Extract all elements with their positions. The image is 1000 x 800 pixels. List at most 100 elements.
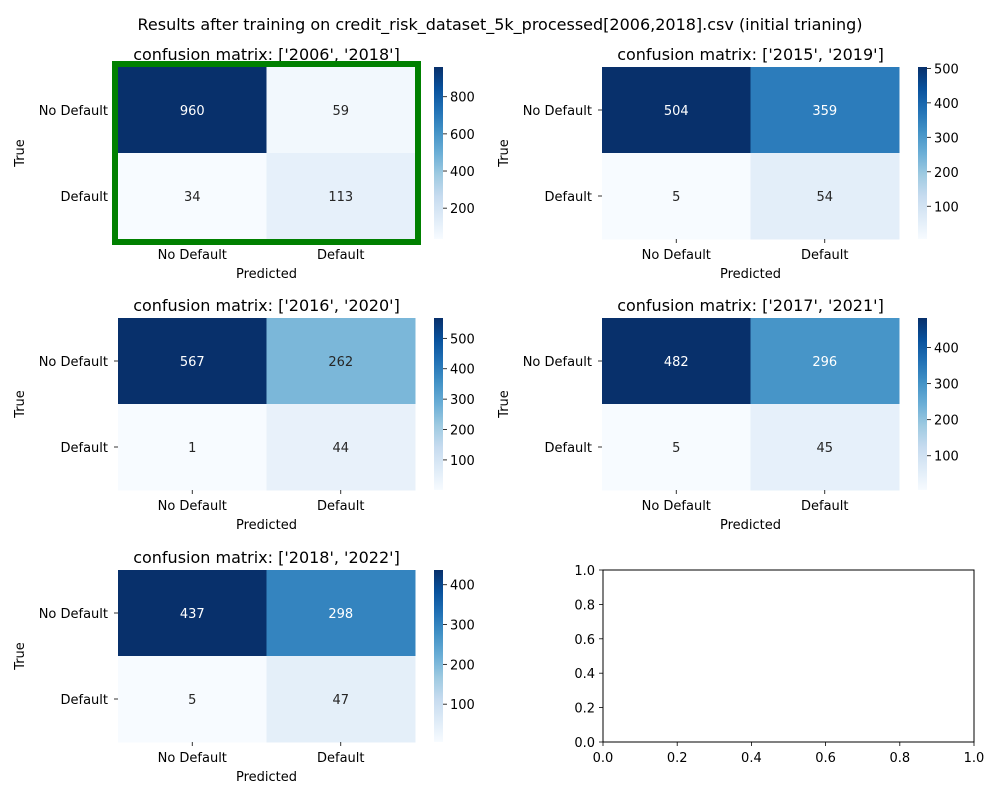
colorbar-tick-label: 300 — [450, 619, 475, 634]
panels: confusion matrix: ['2006', '2018'] 960 59 3… — [13, 45, 984, 785]
x-tick-label: Default — [317, 499, 365, 514]
heatmap-cell — [266, 570, 416, 657]
x-tick-label: 0.0 — [593, 751, 614, 766]
figure-suptitle: Results after training on credit_risk_da… — [137, 15, 862, 35]
x-tick-label: 0.2 — [667, 751, 688, 766]
heatmap-cell — [118, 404, 267, 491]
colorbar-tick-label: 300 — [934, 131, 959, 146]
x-tick-label: 1.0 — [964, 751, 985, 766]
x-tick-label: No Default — [642, 499, 711, 514]
cell-value-label: 47 — [332, 693, 349, 708]
heatmap-cell — [266, 153, 416, 240]
y-tick-label: 0.4 — [574, 667, 595, 682]
y-axis-label: True — [497, 139, 512, 168]
heatmap-cell — [118, 570, 267, 657]
heatmap-cell — [750, 318, 900, 405]
cell-value-label: 296 — [812, 355, 837, 370]
cell-value-label: 262 — [328, 355, 353, 370]
x-axis-label: Predicted — [236, 518, 297, 533]
heatmap-panel: confusion matrix: ['2016', '2020'] 567 262… — [13, 296, 475, 533]
heatmap-panel: confusion matrix: ['2018', '2022'] 437 298… — [13, 548, 475, 785]
y-tick-label: No Default — [523, 104, 592, 119]
colorbar-tick-label: 200 — [450, 658, 475, 673]
y-tick-label: 0.6 — [574, 633, 595, 648]
y-tick-label: Default — [545, 190, 593, 205]
cell-value-label: 59 — [332, 104, 349, 119]
colorbar-tick-label: 400 — [450, 579, 475, 594]
colorbar-tick-label: 400 — [934, 342, 959, 357]
heatmap-cell — [118, 318, 267, 405]
cell-value-label: 359 — [812, 104, 837, 119]
cell-value-label: 298 — [328, 607, 353, 622]
y-tick-label: No Default — [523, 355, 592, 370]
axes-frame — [602, 569, 975, 743]
heatmap-title: confusion matrix: ['2015', '2019'] — [617, 45, 884, 64]
cell-value-label: 1 — [188, 441, 196, 456]
colorbar-tick-label: 200 — [450, 424, 475, 439]
cell-value-label: 482 — [664, 355, 689, 370]
colorbar-tick-label: 600 — [450, 128, 475, 143]
x-tick-label: Default — [317, 248, 365, 263]
heatmap-panel: confusion matrix: ['2017', '2021'] 482 296… — [497, 296, 959, 533]
y-axis-label: True — [13, 642, 28, 671]
heatmap-cell — [602, 318, 751, 405]
y-tick-label: 0.2 — [574, 702, 595, 717]
y-tick-label: 0.0 — [574, 736, 595, 751]
y-tick-label: No Default — [39, 355, 108, 370]
heatmap-cell — [750, 67, 900, 154]
heatmap-cell — [750, 153, 900, 240]
cell-value-label: 5 — [672, 441, 680, 456]
y-tick-label: 0.8 — [574, 598, 595, 613]
cell-value-label: 437 — [180, 607, 205, 622]
colorbar-tick-label: 100 — [934, 200, 959, 215]
heatmap-cell — [118, 153, 267, 240]
x-tick-label: Default — [801, 248, 849, 263]
cell-value-label: 54 — [816, 190, 833, 205]
colorbar-tick-label: 200 — [934, 166, 959, 181]
x-axis-label: Predicted — [236, 267, 297, 282]
heatmap-title: confusion matrix: ['2017', '2021'] — [617, 296, 884, 315]
colorbar-tick-label: 200 — [450, 202, 475, 217]
x-tick-label: 0.4 — [741, 751, 762, 766]
y-axis-label: True — [13, 139, 28, 168]
x-axis-label: Predicted — [720, 267, 781, 282]
colorbar — [434, 67, 443, 239]
x-tick-label: No Default — [158, 248, 227, 263]
x-axis-label: Predicted — [236, 770, 297, 785]
heatmap-panel: confusion matrix: ['2015', '2019'] 504 359… — [497, 45, 959, 282]
colorbar-tick-label: 200 — [934, 414, 959, 429]
y-tick-label: No Default — [39, 104, 108, 119]
highlight-frame — [112, 61, 421, 245]
y-tick-label: Default — [61, 693, 109, 708]
colorbar-tick-label: 100 — [450, 454, 475, 469]
colorbar-tick-label: 400 — [450, 363, 475, 378]
heatmap-cell — [266, 404, 416, 491]
x-tick-label: Default — [317, 751, 365, 766]
x-tick-label: No Default — [642, 248, 711, 263]
cell-value-label: 5 — [188, 693, 196, 708]
heatmap-title: confusion matrix: ['2006', '2018'] — [133, 45, 400, 64]
heatmap-cell — [602, 67, 751, 154]
x-tick-label: No Default — [158, 751, 227, 766]
colorbar-tick-label: 100 — [934, 450, 959, 465]
y-axis-label: True — [13, 390, 28, 419]
y-tick-label: Default — [61, 441, 109, 456]
colorbar-tick-label: 400 — [450, 165, 475, 180]
colorbar-tick-label: 300 — [450, 393, 475, 408]
colorbar-tick-label: 500 — [934, 62, 959, 77]
empty-axes-panel: 0.0 0.2 0.4 0.6 0.8 1.0 0.0 0.2 0.4 0.6 0.8 1.0 — [574, 564, 984, 766]
colorbar-tick-label: 400 — [934, 97, 959, 112]
heatmap-cell — [118, 656, 267, 743]
heatmap-cell — [266, 318, 416, 405]
colorbar-tick-label: 300 — [934, 378, 959, 393]
heatmap-cell — [266, 656, 416, 743]
heatmap-panel: confusion matrix: ['2006', '2018'] 960 59 3… — [13, 45, 475, 282]
y-tick-label: Default — [61, 190, 109, 205]
x-tick-label: 0.8 — [889, 751, 910, 766]
colorbar — [918, 318, 927, 490]
heatmap-title: confusion matrix: ['2016', '2020'] — [133, 296, 400, 315]
x-tick-label: 0.6 — [815, 751, 836, 766]
cell-value-label: 44 — [332, 441, 349, 456]
y-axis-label: True — [497, 390, 512, 419]
